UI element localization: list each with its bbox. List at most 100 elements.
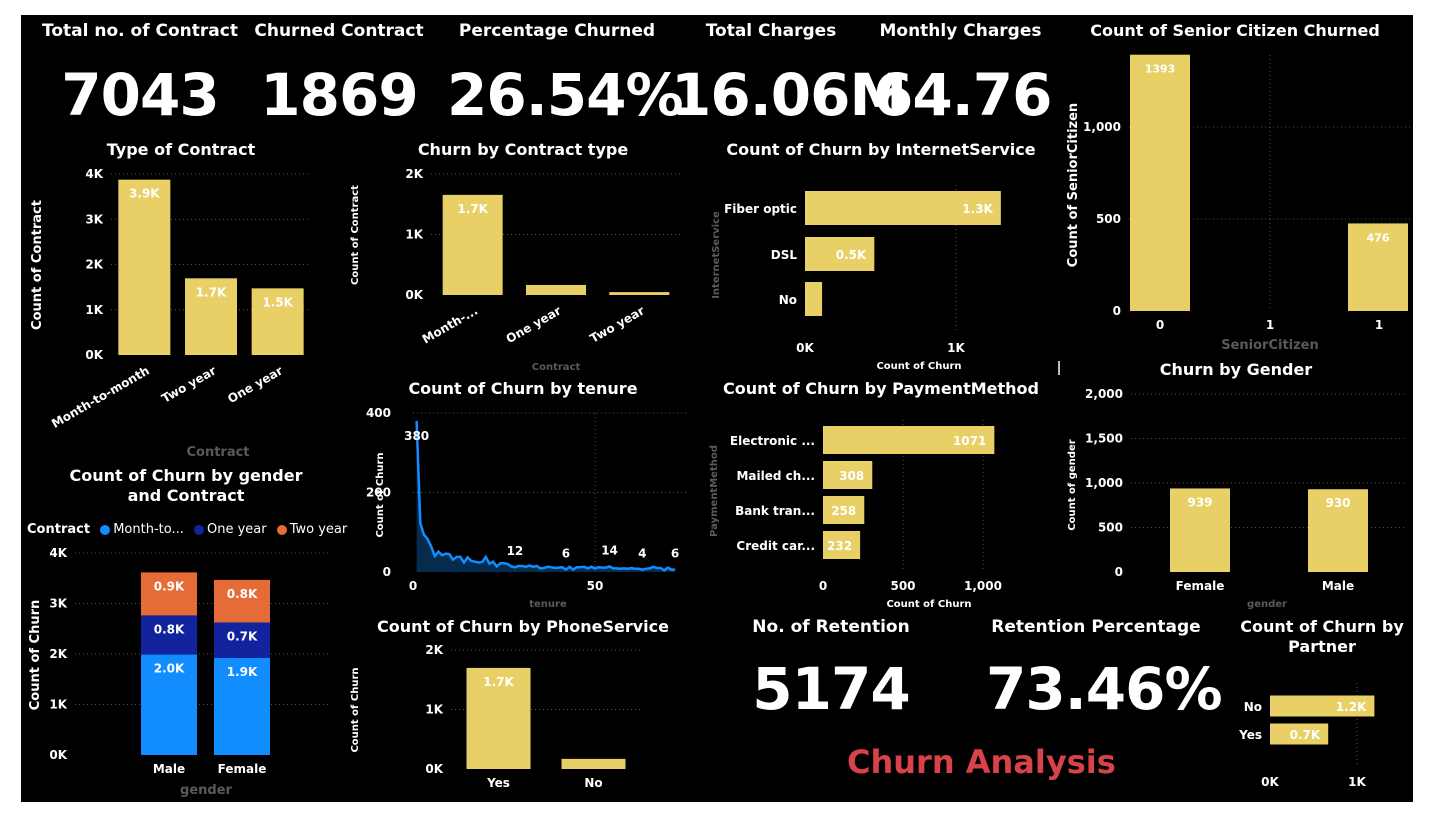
point-data-label: 380 — [404, 429, 429, 443]
bar — [185, 278, 237, 355]
x-axis-title: Count of Churn — [886, 599, 971, 610]
x-tick-label: Female — [1176, 579, 1225, 593]
y-tick-label: 3K — [85, 212, 103, 226]
bar — [1270, 695, 1375, 717]
y-tick-label: 1K — [425, 703, 443, 717]
bar — [823, 461, 873, 489]
stacked-bar-segment — [141, 654, 197, 755]
chart-title-churn-by-contract: Churn by Contract type — [417, 140, 629, 159]
y-axis-title: Count of Contract — [30, 200, 45, 330]
y-tick-label: 500 — [1096, 212, 1121, 226]
bar — [805, 191, 1001, 225]
kpi-retention-percentage-label: Retention Percentage — [991, 617, 1201, 637]
chart-title-churn-by-gender: Churn by Gender — [1159, 360, 1313, 379]
stacked-bar-segment — [141, 572, 197, 616]
x-tick-label: 0K — [796, 341, 814, 355]
chart-title-churn-by-partner: Count of Churn by Partner — [1240, 617, 1404, 656]
y-tick-label: 2K — [85, 258, 103, 272]
y-tick-label: 1K — [49, 698, 67, 712]
x-axis-title: tenure — [529, 599, 567, 610]
kpi-percentage-churned-value: 26.54% — [447, 61, 684, 129]
x-tick-label: 0K — [1261, 775, 1279, 789]
bar — [609, 292, 670, 295]
y-tick-label: 0K — [405, 288, 423, 302]
chart-title-churn-by-payment: Count of Churn by PaymentMethod — [723, 379, 1039, 398]
kpi-total-contract-label: Total no. of Contract — [42, 21, 238, 41]
point-data-label: 6 — [671, 547, 679, 561]
kpi-total-charges-value: 16.06M — [671, 61, 907, 129]
legend-title: Contract — [27, 522, 91, 537]
x-tick-label: Male — [1322, 579, 1354, 593]
bar — [526, 284, 586, 295]
bar-data-label: 308 — [839, 469, 864, 483]
bar — [1348, 223, 1408, 311]
legend-oneyear-swatch — [193, 524, 204, 535]
kpi-churned-contract-value: 1869 — [260, 61, 418, 129]
y-tick-label: No — [779, 293, 797, 307]
kpi-total-charges-label: Total Charges — [705, 21, 837, 41]
bar-data-label: 1.2K — [1336, 700, 1367, 714]
bar-data-label: 939 — [1187, 495, 1212, 509]
bar-data-label: 0.8K — [227, 587, 258, 601]
bar-data-label: 1.5K — [262, 295, 293, 309]
y-tick-label: 3K — [49, 597, 67, 611]
bar — [251, 288, 304, 355]
y-tick-label: 0K — [85, 348, 103, 362]
x-tick-label: One year — [504, 303, 564, 346]
legend-twoyear-label: Two year — [289, 522, 348, 537]
bar — [1130, 54, 1190, 312]
x-tick-label: One year — [225, 363, 285, 406]
kpi-retention-value: 5174 — [752, 655, 910, 723]
kpi-monthly-charges-label: Monthly Charges — [879, 21, 1042, 41]
y-tick-label: Electronic ... — [730, 434, 815, 448]
bar — [442, 194, 503, 295]
legend-month-label: Month-to... — [113, 522, 184, 537]
area-fill — [416, 421, 676, 572]
legend-twoyear-swatch — [276, 524, 287, 535]
chart-title-churn-by-phone: Count of Churn by PhoneService — [377, 617, 669, 636]
kpi-monthly-charges-value: 64.76 — [873, 61, 1052, 129]
bar — [823, 531, 861, 559]
bar — [805, 237, 875, 271]
bar-data-label: 0.5K — [836, 248, 867, 262]
bar — [561, 758, 626, 769]
kpi-retention-percentage-value: 73.46% — [986, 655, 1223, 723]
x-axis-title: SeniorCitizen — [1221, 338, 1319, 353]
y-axis-title: Count of Churn — [28, 600, 43, 711]
bar-data-label: 258 — [831, 504, 856, 518]
series-line — [415, 420, 676, 572]
stacked-bar-segment — [214, 579, 270, 623]
dashboard-canvas: Total no. of Contract 7043 Churned Contr… — [21, 15, 1413, 802]
x-axis-title: Count of Churn — [876, 361, 961, 372]
y-tick-label: 1K — [405, 228, 423, 242]
kpi-total-contract-value: 7043 — [61, 61, 219, 129]
x-axis-title: gender — [1247, 599, 1287, 610]
x-tick-label: Male — [153, 762, 185, 776]
bar-data-label: 476 — [1367, 231, 1390, 244]
x-tick-label: 1K — [947, 341, 965, 355]
kpi-churned-contract-label: Churned Contract — [254, 21, 424, 41]
y-tick-label: Yes — [1238, 728, 1262, 742]
x-tick-label: Yes — [486, 776, 510, 790]
bar-data-label: 1071 — [953, 434, 986, 448]
point-data-label: 4 — [638, 547, 646, 561]
legend-month-swatch — [100, 524, 111, 535]
x-tick-label: 0 — [819, 579, 827, 593]
legend-gender-contract: Contract Month-to... One year Two year — [27, 522, 347, 537]
bar — [805, 282, 823, 316]
y-axis-title: Count of gender — [1067, 439, 1078, 530]
y-tick-label: 0K — [425, 762, 443, 776]
y-axis-title: InternetService — [711, 211, 722, 299]
bar — [823, 426, 995, 454]
x-tick-label: 1 — [1375, 318, 1383, 332]
y-tick-label: 1,000 — [1085, 476, 1123, 490]
bar-data-label: 1.9K — [227, 665, 258, 679]
y-tick-label: 0 — [1115, 565, 1123, 579]
x-tick-label: 0 — [409, 579, 417, 593]
stacked-bar-segment — [141, 615, 197, 655]
x-tick-label: 1,000 — [964, 579, 1002, 593]
y-axis-title: Count of Churn — [375, 452, 386, 537]
y-tick-label: 4K — [85, 167, 103, 181]
bar-data-label: 1.7K — [196, 285, 227, 299]
y-tick-label: 0 — [383, 565, 391, 579]
